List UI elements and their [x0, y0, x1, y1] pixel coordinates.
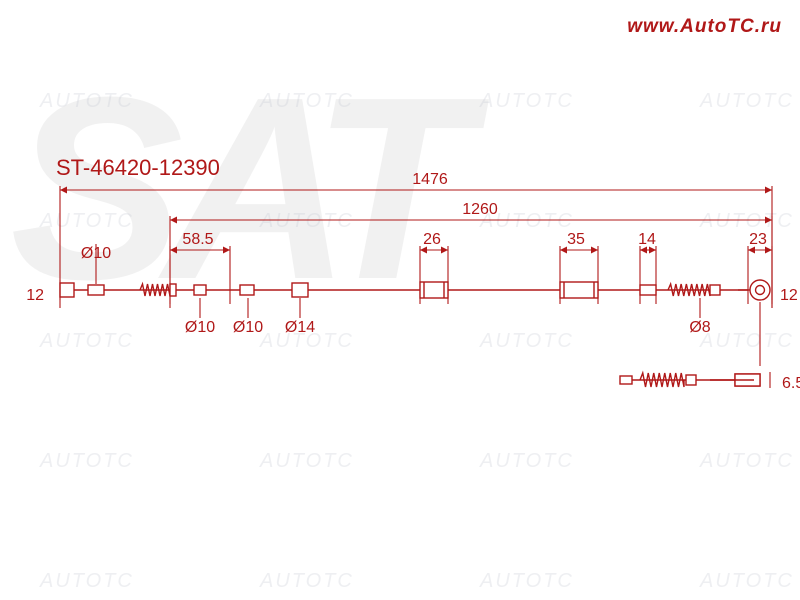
svg-text:Ø10: Ø10 — [233, 319, 263, 336]
technical-drawing: ST-46420-12390 1476 1260 58.5 26 35 14 23 Ø10 Ø10… — [0, 0, 800, 600]
source-url: www.AutoTC.ru — [627, 16, 782, 38]
svg-text:12: 12 — [780, 287, 798, 304]
svg-text:58.5: 58.5 — [182, 231, 213, 248]
svg-text:6.5: 6.5 — [782, 375, 800, 392]
svg-text:Ø8: Ø8 — [689, 319, 710, 336]
svg-text:1476: 1476 — [412, 171, 448, 188]
svg-text:14: 14 — [638, 231, 656, 248]
svg-text:Ø14: Ø14 — [285, 319, 315, 336]
svg-text:26: 26 — [423, 231, 441, 248]
svg-text:Ø10: Ø10 — [81, 245, 111, 262]
svg-text:12: 12 — [26, 287, 44, 304]
svg-text:23: 23 — [749, 231, 767, 248]
svg-text:Ø10: Ø10 — [185, 319, 215, 336]
svg-text:35: 35 — [567, 231, 585, 248]
svg-text:ST-46420-12390: ST-46420-12390 — [56, 155, 220, 180]
svg-text:1260: 1260 — [462, 201, 498, 218]
